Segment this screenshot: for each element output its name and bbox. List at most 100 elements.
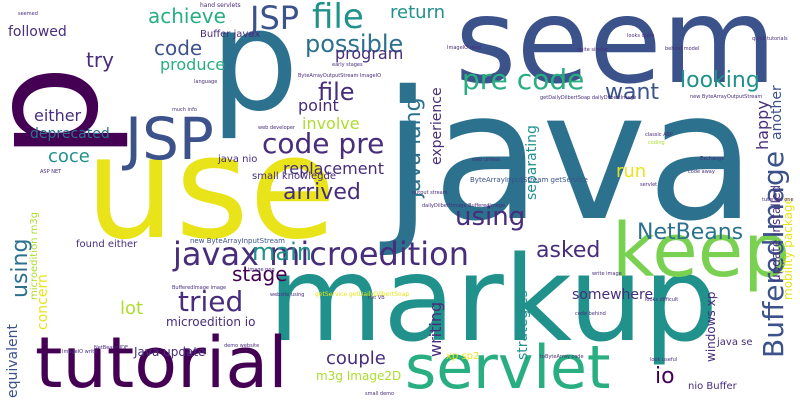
word: output stream <box>412 190 448 196</box>
word: behind model <box>665 46 700 52</box>
word: ImageIO write <box>62 349 98 355</box>
word: equivalent <box>5 324 21 398</box>
word: lot <box>120 298 144 319</box>
word: code away <box>688 169 715 175</box>
word: experience <box>429 87 445 165</box>
word: file <box>312 0 364 37</box>
word: JSP <box>125 105 214 173</box>
word: small demo <box>365 391 395 397</box>
word: servlet <box>640 182 658 188</box>
word: Exchange <box>700 156 725 162</box>
word: java nio <box>218 154 258 165</box>
word: ByteArrayOutputStream ImageIO <box>298 73 382 79</box>
word: either <box>34 106 82 125</box>
word: produce <box>160 55 226 74</box>
word: found either <box>76 239 138 250</box>
word: achieve <box>148 4 226 28</box>
word: NetBeans <box>637 220 744 245</box>
word: NetBeans IDE <box>94 345 129 351</box>
word: code behind <box>575 311 606 317</box>
word: somewhere <box>572 287 654 303</box>
word: classic ASP <box>645 132 673 138</box>
word: looks difficult <box>645 297 679 303</box>
word: followed <box>8 24 67 40</box>
word: point <box>298 96 339 115</box>
word: new ByteArrayInputStream <box>190 237 285 245</box>
word: use <box>85 106 337 271</box>
word: getDailyDilbertSoap dailyDilbertImage <box>540 95 637 101</box>
word: coding <box>648 140 665 146</box>
word: new ByteArrayOutputStream <box>690 94 763 100</box>
word: tutorial <box>35 322 288 400</box>
word: net VB <box>368 295 385 301</box>
word: keep <box>612 208 791 294</box>
word: javax microedition <box>173 235 470 273</box>
word: markup <box>268 230 719 368</box>
word: ASP NET <box>40 169 62 175</box>
word: look useful <box>650 357 678 363</box>
word: deprecated <box>30 126 110 142</box>
word: servlet <box>405 333 611 400</box>
word: windows xp <box>704 291 718 362</box>
word: java lang <box>401 97 426 198</box>
word: code pre <box>262 127 385 160</box>
word: asked <box>536 238 601 263</box>
word: looks quite <box>627 33 655 39</box>
word: demo website <box>224 343 260 349</box>
word: web developer <box>258 125 295 131</box>
word: strategies <box>515 290 531 360</box>
word: BufferedImage image <box>172 285 227 291</box>
word: language <box>194 79 218 85</box>
word: run <box>616 161 647 182</box>
word: coce <box>48 146 90 167</box>
word: quite similar <box>577 47 609 53</box>
word: possible <box>305 30 404 58</box>
word: much info <box>172 107 197 113</box>
word: p <box>210 0 299 143</box>
word: involve <box>302 114 360 133</box>
word: toByteArray code <box>540 354 584 360</box>
word: website using <box>270 292 305 298</box>
word: want <box>605 80 660 105</box>
word: seemed <box>18 11 38 17</box>
word: JSP <box>250 0 300 37</box>
word: using <box>455 202 526 232</box>
word: ImageIO read <box>447 45 481 51</box>
word: io <box>655 364 675 389</box>
word: java <box>383 53 756 260</box>
word: microedition io <box>166 315 256 329</box>
word: Buffer javax <box>200 29 261 40</box>
word: try <box>86 48 114 72</box>
word: tutorials one <box>762 197 794 203</box>
word: microedition m3g <box>29 211 40 300</box>
word: pre code <box>462 63 585 96</box>
word: ByteArrayInputStream getService <box>470 176 588 184</box>
word: code <box>154 36 203 60</box>
word: replacement <box>283 159 384 178</box>
word: mobility package <box>781 197 795 300</box>
word: nio Buffer <box>688 381 737 392</box>
word: getService getDailyDilbertSoap <box>315 291 410 298</box>
word: file <box>318 78 355 106</box>
word: small knowlegde <box>252 171 337 182</box>
word: Java update <box>134 345 206 359</box>
word: web unless <box>472 157 500 163</box>
word: another <box>769 85 785 140</box>
word: looking <box>680 68 760 93</box>
word: main <box>252 238 312 266</box>
word: separating <box>524 125 540 200</box>
word: early stages <box>332 62 363 68</box>
word: write image <box>592 271 622 277</box>
word: stage <box>232 262 288 286</box>
word: seem <box>455 0 777 110</box>
word: image png <box>248 267 275 273</box>
word: couple <box>326 348 386 369</box>
word: hand servlets <box>200 2 241 9</box>
word: tried <box>178 285 244 318</box>
word: writing <box>426 301 445 357</box>
word: xp sp2 <box>446 351 480 362</box>
word: dailyDilbertImage BufferedImage <box>422 203 506 209</box>
word: java se <box>717 337 753 348</box>
word: arrived <box>283 180 361 205</box>
